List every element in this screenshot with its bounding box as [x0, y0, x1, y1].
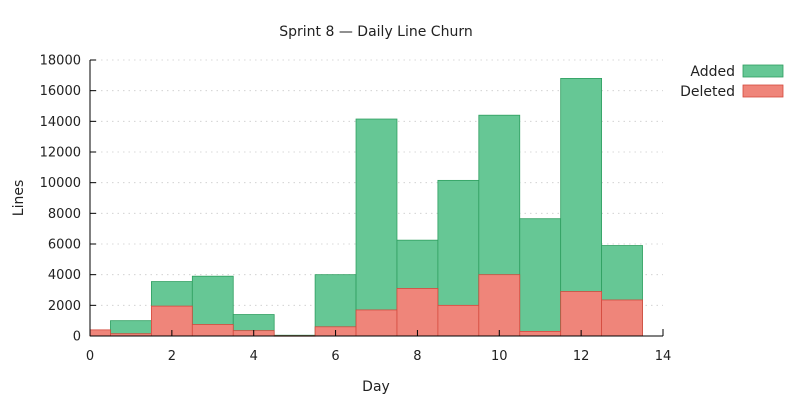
deleted-bar [396, 288, 439, 337]
y-tick-label: 8000 [48, 207, 81, 222]
x-tick-label: 12 [573, 349, 590, 364]
y-tick-label: 4000 [48, 268, 81, 283]
added-series [89, 78, 643, 337]
x-tick-label: 0 [86, 349, 94, 364]
y-axis-label: Lines [11, 180, 27, 216]
y-tick-label: 6000 [48, 238, 81, 253]
x-tick-label: 6 [331, 349, 339, 364]
y-tick-label: 16000 [40, 84, 81, 99]
x-axis-label: Day [362, 379, 390, 395]
deleted-bar [191, 324, 234, 337]
added-bar [355, 118, 398, 337]
y-tick-label: 12000 [40, 146, 81, 161]
chart-title: Sprint 8 — Daily Line Churn [279, 24, 472, 40]
x-tick-label: 2 [168, 349, 176, 364]
deleted-bar [89, 329, 111, 337]
legend-label-deleted: Deleted [680, 84, 735, 100]
y-tick-label: 14000 [40, 115, 81, 130]
deleted-bar [437, 304, 480, 337]
added-bar [519, 218, 562, 337]
ticks: 0 2000 4000 6000 8000 10000 12000 14000 16000 180… [40, 54, 672, 365]
deleted-bar [519, 330, 562, 337]
legend: Added Deleted [680, 64, 784, 100]
x-tick-label: 4 [250, 349, 258, 364]
deleted-bar [478, 274, 521, 337]
deleted-bar [355, 309, 398, 337]
y-tick-label: 0 [73, 330, 81, 345]
y-tick-label: 18000 [40, 54, 81, 69]
x-tick-label: 8 [413, 349, 421, 364]
y-tick-label: 2000 [48, 299, 81, 314]
deleted-bar [601, 299, 643, 337]
x-tick-label: 14 [655, 349, 672, 364]
legend-swatch-added [742, 64, 784, 78]
y-tick-label: 10000 [40, 176, 81, 191]
legend-swatch-deleted [742, 84, 784, 98]
x-tick-label: 10 [491, 349, 508, 364]
legend-label-added: Added [690, 64, 735, 80]
deleted-bar [560, 291, 603, 337]
